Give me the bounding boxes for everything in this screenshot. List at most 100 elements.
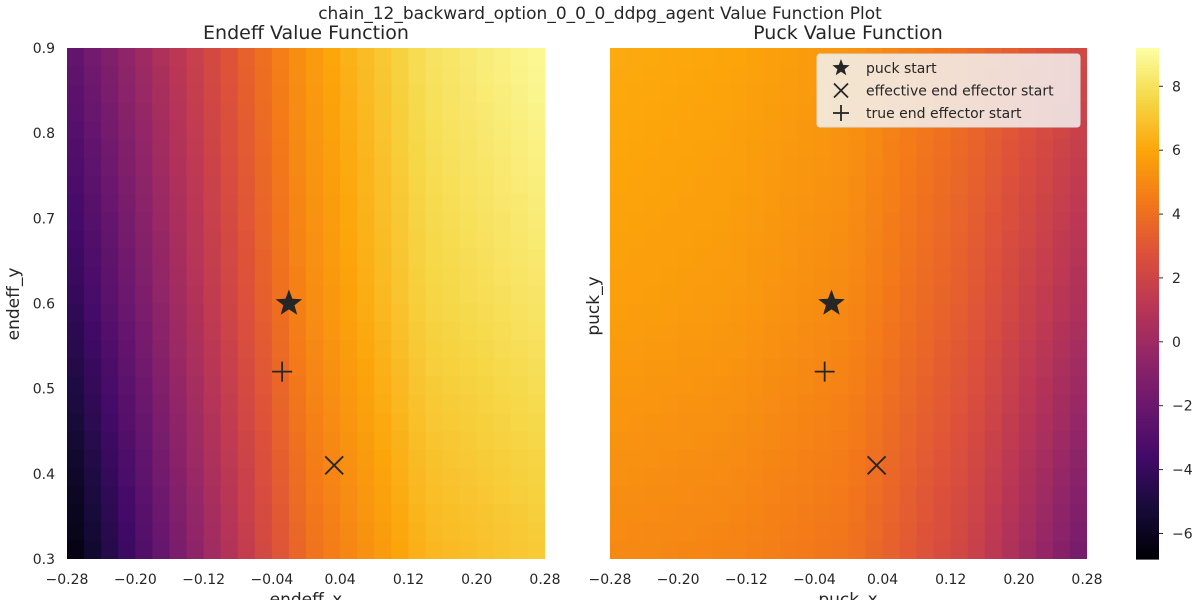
colorbar-segment bbox=[1136, 507, 1159, 512]
puck-heatmap-cell bbox=[1069, 267, 1087, 286]
endeff-heatmap-cell bbox=[476, 413, 495, 432]
endeff-heatmap-cell bbox=[459, 248, 478, 268]
puck-heatmap-cell bbox=[1018, 194, 1037, 213]
puck-heatmap-cell bbox=[644, 139, 662, 159]
endeff-heatmap-cell bbox=[340, 467, 358, 487]
endeff-heatmap-cell bbox=[271, 248, 290, 268]
endeff-heatmap-cell bbox=[220, 413, 239, 432]
colorbar-segment bbox=[1136, 79, 1159, 84]
colorbar-segment bbox=[1136, 207, 1159, 212]
puck-heatmap-cell bbox=[899, 194, 918, 213]
endeff-heatmap-cell bbox=[357, 230, 375, 250]
endeff-heatmap-cell bbox=[101, 486, 119, 505]
puck-heatmap-cell bbox=[899, 449, 918, 469]
puck-heatmap-cell bbox=[1018, 358, 1037, 378]
endeff-heatmap-cell bbox=[84, 48, 102, 67]
puck-heatmap-cell bbox=[746, 431, 764, 451]
endeff-heatmap-cell bbox=[118, 121, 136, 140]
endeff-heatmap-cell bbox=[118, 340, 136, 359]
puck-heatmap-cell bbox=[848, 157, 867, 177]
endeff-heatmap-cell bbox=[186, 66, 205, 86]
puck-heatmap-cell bbox=[1052, 175, 1071, 195]
puck-heatmap-cell bbox=[1001, 540, 1020, 559]
endeff-heatmap-cell bbox=[169, 321, 188, 341]
endeff-heatmap-cell bbox=[135, 394, 153, 414]
endeff-heatmap-cell bbox=[340, 449, 358, 469]
endeff-heatmap-cell bbox=[425, 175, 444, 195]
legend-entry-label: true end effector start bbox=[866, 106, 1022, 122]
endeff-heatmap-cell bbox=[425, 394, 444, 414]
endeff-heatmap-cell bbox=[186, 394, 205, 414]
puck-heatmap-cell bbox=[627, 358, 645, 378]
puck-heatmap-cell bbox=[661, 467, 679, 487]
puck-heatmap-cell bbox=[712, 212, 730, 232]
endeff-heatmap-cell bbox=[237, 504, 256, 524]
colorbar-tick-label: −4 bbox=[1172, 463, 1193, 479]
endeff-heatmap-cell bbox=[510, 449, 529, 469]
colorbar-segment bbox=[1136, 249, 1159, 253]
endeff-heatmap-cell bbox=[527, 486, 545, 505]
endeff-heatmap-cell bbox=[118, 504, 136, 524]
endeff-heatmap-cell bbox=[254, 449, 273, 469]
endeff-heatmap-cell bbox=[323, 467, 341, 487]
puck-y-axis-label: puck_y bbox=[584, 276, 604, 335]
endeff-heatmap-cell bbox=[203, 303, 222, 323]
endeff-heatmap-cell bbox=[118, 394, 136, 414]
puck-heatmap-cell bbox=[746, 139, 764, 159]
puck-heatmap-cell bbox=[899, 504, 918, 524]
endeff-heatmap-cell bbox=[220, 48, 239, 67]
puck-heatmap-cell bbox=[933, 467, 952, 487]
puck-heatmap-cell bbox=[644, 303, 662, 323]
endeff-heatmap-cell bbox=[203, 139, 222, 159]
puck-heatmap-cell bbox=[1035, 540, 1054, 559]
endeff-heatmap-cell bbox=[186, 321, 205, 341]
endeff-y-tick-label: 0.4 bbox=[33, 467, 55, 483]
figure-title: chain_12_backward_option_0_0_0_ddpg_agen… bbox=[318, 4, 882, 24]
puck-heatmap-cell bbox=[644, 449, 662, 469]
puck-heatmap-cell bbox=[610, 376, 628, 396]
puck-heatmap-cell bbox=[916, 413, 935, 432]
puck-heatmap-cell bbox=[712, 248, 730, 268]
endeff-heatmap-cell bbox=[220, 486, 239, 505]
puck-heatmap-cell bbox=[1052, 157, 1071, 177]
endeff-heatmap-cell bbox=[254, 340, 273, 359]
puck-heatmap-cell bbox=[746, 48, 764, 67]
endeff-heatmap-cell bbox=[323, 340, 341, 359]
endeff-heatmap-cell bbox=[288, 431, 307, 451]
puck-heatmap-cell bbox=[610, 194, 628, 213]
endeff-heatmap-cell bbox=[510, 121, 529, 140]
puck-heatmap-cell bbox=[729, 66, 747, 86]
endeff-heatmap-cell bbox=[271, 376, 290, 396]
endeff-heatmap-cell bbox=[67, 139, 85, 159]
endeff-heatmap-cell bbox=[101, 540, 119, 559]
endeff-heatmap-cell bbox=[493, 230, 512, 250]
puck-heatmap-cell bbox=[746, 121, 764, 140]
endeff-heatmap-cell bbox=[135, 449, 153, 469]
endeff-heatmap-cell bbox=[357, 157, 375, 177]
endeff-heatmap-cell bbox=[340, 413, 358, 432]
endeff-heatmap-cell bbox=[186, 194, 205, 213]
puck-heatmap-cell bbox=[627, 504, 645, 524]
puck-heatmap-cell bbox=[695, 84, 713, 104]
puck-heatmap-cell bbox=[763, 157, 781, 177]
puck-heatmap-cell bbox=[780, 303, 798, 323]
endeff-heatmap-cell bbox=[340, 102, 358, 122]
endeff-heatmap-cell bbox=[340, 66, 358, 86]
colorbar-segment bbox=[1136, 198, 1159, 202]
puck-heatmap-cell bbox=[780, 157, 798, 177]
puck-heatmap-cell bbox=[1018, 376, 1037, 396]
endeff-heatmap-cell bbox=[169, 157, 188, 177]
endeff-heatmap-cell bbox=[510, 303, 529, 323]
endeff-heatmap-cell bbox=[527, 504, 545, 524]
endeff-heatmap-cell bbox=[323, 303, 341, 323]
endeff-heatmap-cell bbox=[306, 267, 324, 286]
puck-heatmap-cell bbox=[1035, 194, 1054, 213]
puck-heatmap-cell bbox=[644, 157, 662, 177]
puck-heatmap-cell bbox=[848, 504, 867, 524]
puck-heatmap-cell bbox=[712, 194, 730, 213]
endeff-heatmap-cell bbox=[186, 139, 205, 159]
colorbar-segment bbox=[1136, 357, 1159, 362]
puck-heatmap-cell bbox=[661, 102, 679, 122]
endeff-heatmap-cell bbox=[459, 358, 478, 378]
endeff-heatmap-cell bbox=[357, 358, 375, 378]
